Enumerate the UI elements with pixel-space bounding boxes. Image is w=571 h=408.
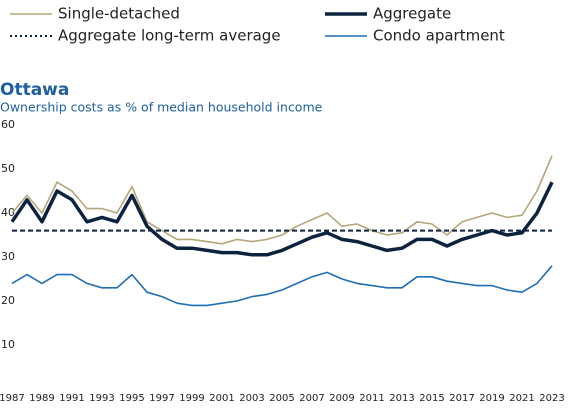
x-tick-label: 2013	[389, 393, 414, 404]
x-tick-label: 1993	[89, 393, 114, 404]
x-tick-label: 2017	[449, 393, 474, 404]
y-tick-label: 30	[1, 250, 15, 263]
x-tick-label: 1987	[0, 393, 25, 404]
x-tick-label: 2019	[479, 393, 504, 404]
x-tick-label: 2021	[509, 393, 534, 404]
x-tick-label: 2005	[269, 393, 294, 404]
series-line	[11, 155, 553, 245]
x-tick-label: 1989	[29, 393, 54, 404]
y-tick-label: 40	[1, 206, 15, 219]
y-tick-label: 20	[1, 294, 15, 307]
series-line	[11, 265, 553, 307]
x-tick-label: 2015	[419, 393, 444, 404]
x-tick-label: 2003	[239, 393, 264, 404]
x-tick-label: 1991	[59, 393, 84, 404]
legend-label: Condo apartment	[373, 27, 505, 45]
y-tick-label: 60	[1, 118, 15, 131]
legend-label: Single-detached	[58, 5, 180, 23]
x-tick-label: 2009	[329, 393, 354, 404]
x-tick-label: 1997	[149, 393, 174, 404]
chart-subtitle: Ownership costs as % of median household…	[0, 100, 323, 115]
chart-title: Ottawa	[0, 80, 69, 100]
x-tick-label: 2011	[359, 393, 384, 404]
legend-label: Aggregate	[373, 5, 451, 23]
x-tick-label: 2001	[209, 393, 234, 404]
legend-label: Aggregate long-term average	[58, 27, 281, 45]
x-tick-label: 2023	[539, 393, 564, 404]
x-tick-label: 2007	[299, 393, 324, 404]
series-line	[10, 181, 554, 257]
y-tick-label: 50	[1, 162, 15, 175]
x-tick-label: 1995	[119, 393, 144, 404]
x-tick-label: 1999	[179, 393, 204, 404]
y-tick-label: 10	[1, 338, 15, 351]
